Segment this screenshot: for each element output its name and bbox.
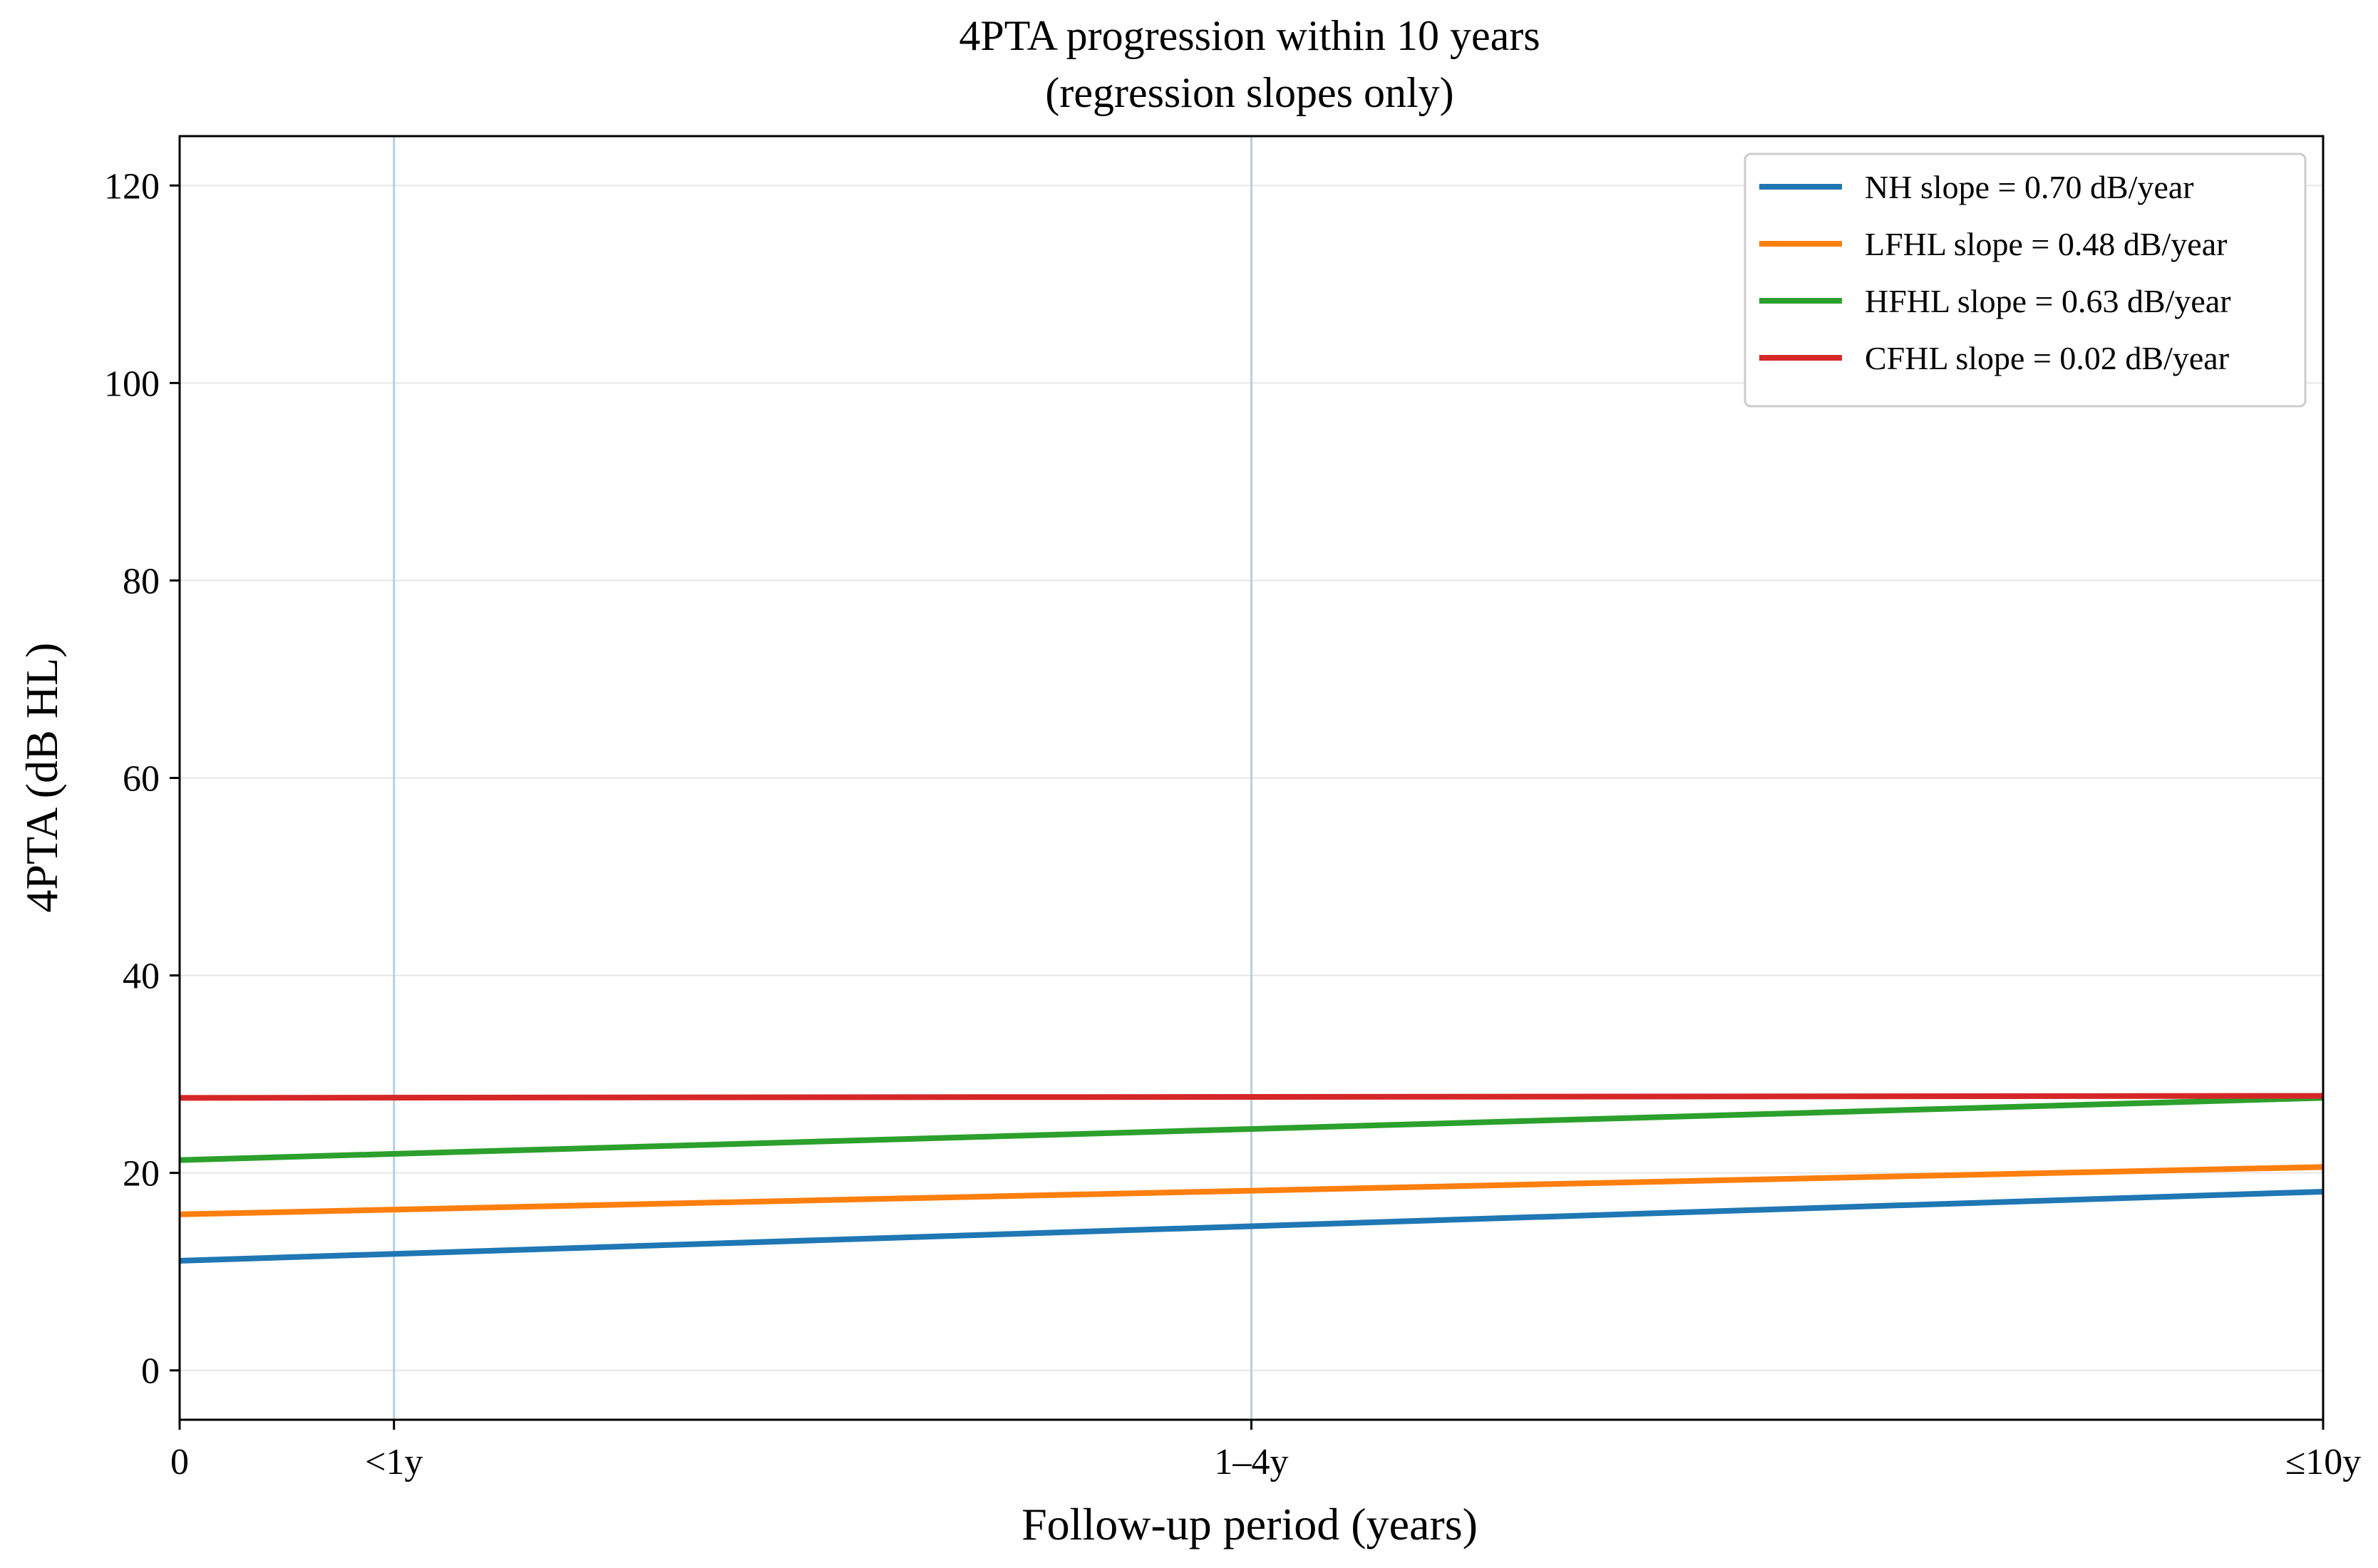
x-axis-label: Follow-up period (years): [1021, 1499, 1478, 1549]
reference-lines: [393, 136, 1252, 1420]
y-tick-label: 80: [123, 561, 160, 602]
x-axis: 0 <1y 1–4y ≤10y: [170, 1420, 2361, 1482]
y-tick-label: 0: [141, 1351, 160, 1392]
legend-box: [1744, 153, 2307, 408]
series-line-0: [179, 1188, 2324, 1264]
x-tick-label: ≤10y: [2285, 1442, 2362, 1482]
y-tick-label: 40: [123, 956, 160, 997]
legend-label-2: HFHL slope = 0.63 dB/year: [1865, 283, 2231, 319]
y-tick-label: 20: [123, 1154, 160, 1195]
legend-label-3: CFHL slope = 0.02 dB/year: [1865, 340, 2229, 376]
y-tick-label: 60: [123, 759, 160, 800]
legend-label-1: LFHL slope = 0.48 dB/year: [1865, 226, 2227, 262]
x-tick-label: 0: [170, 1442, 189, 1482]
series-line-2: [179, 1095, 2324, 1163]
y-tick-label: 120: [104, 166, 160, 207]
chart-title: 4PTA progression within 10 years: [959, 12, 1540, 59]
legend-label-0: NH slope = 0.70 dB/year: [1865, 169, 2194, 205]
series-line-3: [179, 1093, 2324, 1101]
y-tick-label: 100: [104, 363, 160, 404]
y-axis-label: 4PTA (dB HL): [16, 643, 67, 913]
x-tick-label: 1–4y: [1215, 1442, 1289, 1482]
legend: NH slope = 0.70 dB/year LFHL slope = 0.48…: [1744, 153, 2307, 408]
series-line-1: [179, 1164, 2324, 1217]
series-lines: [179, 1093, 2324, 1264]
y-axis: 0 20 40 60 80 100 120: [104, 166, 180, 1392]
chart-subtitle: (regression slopes only): [1045, 69, 1453, 116]
x-tick-label: <1y: [365, 1442, 423, 1482]
